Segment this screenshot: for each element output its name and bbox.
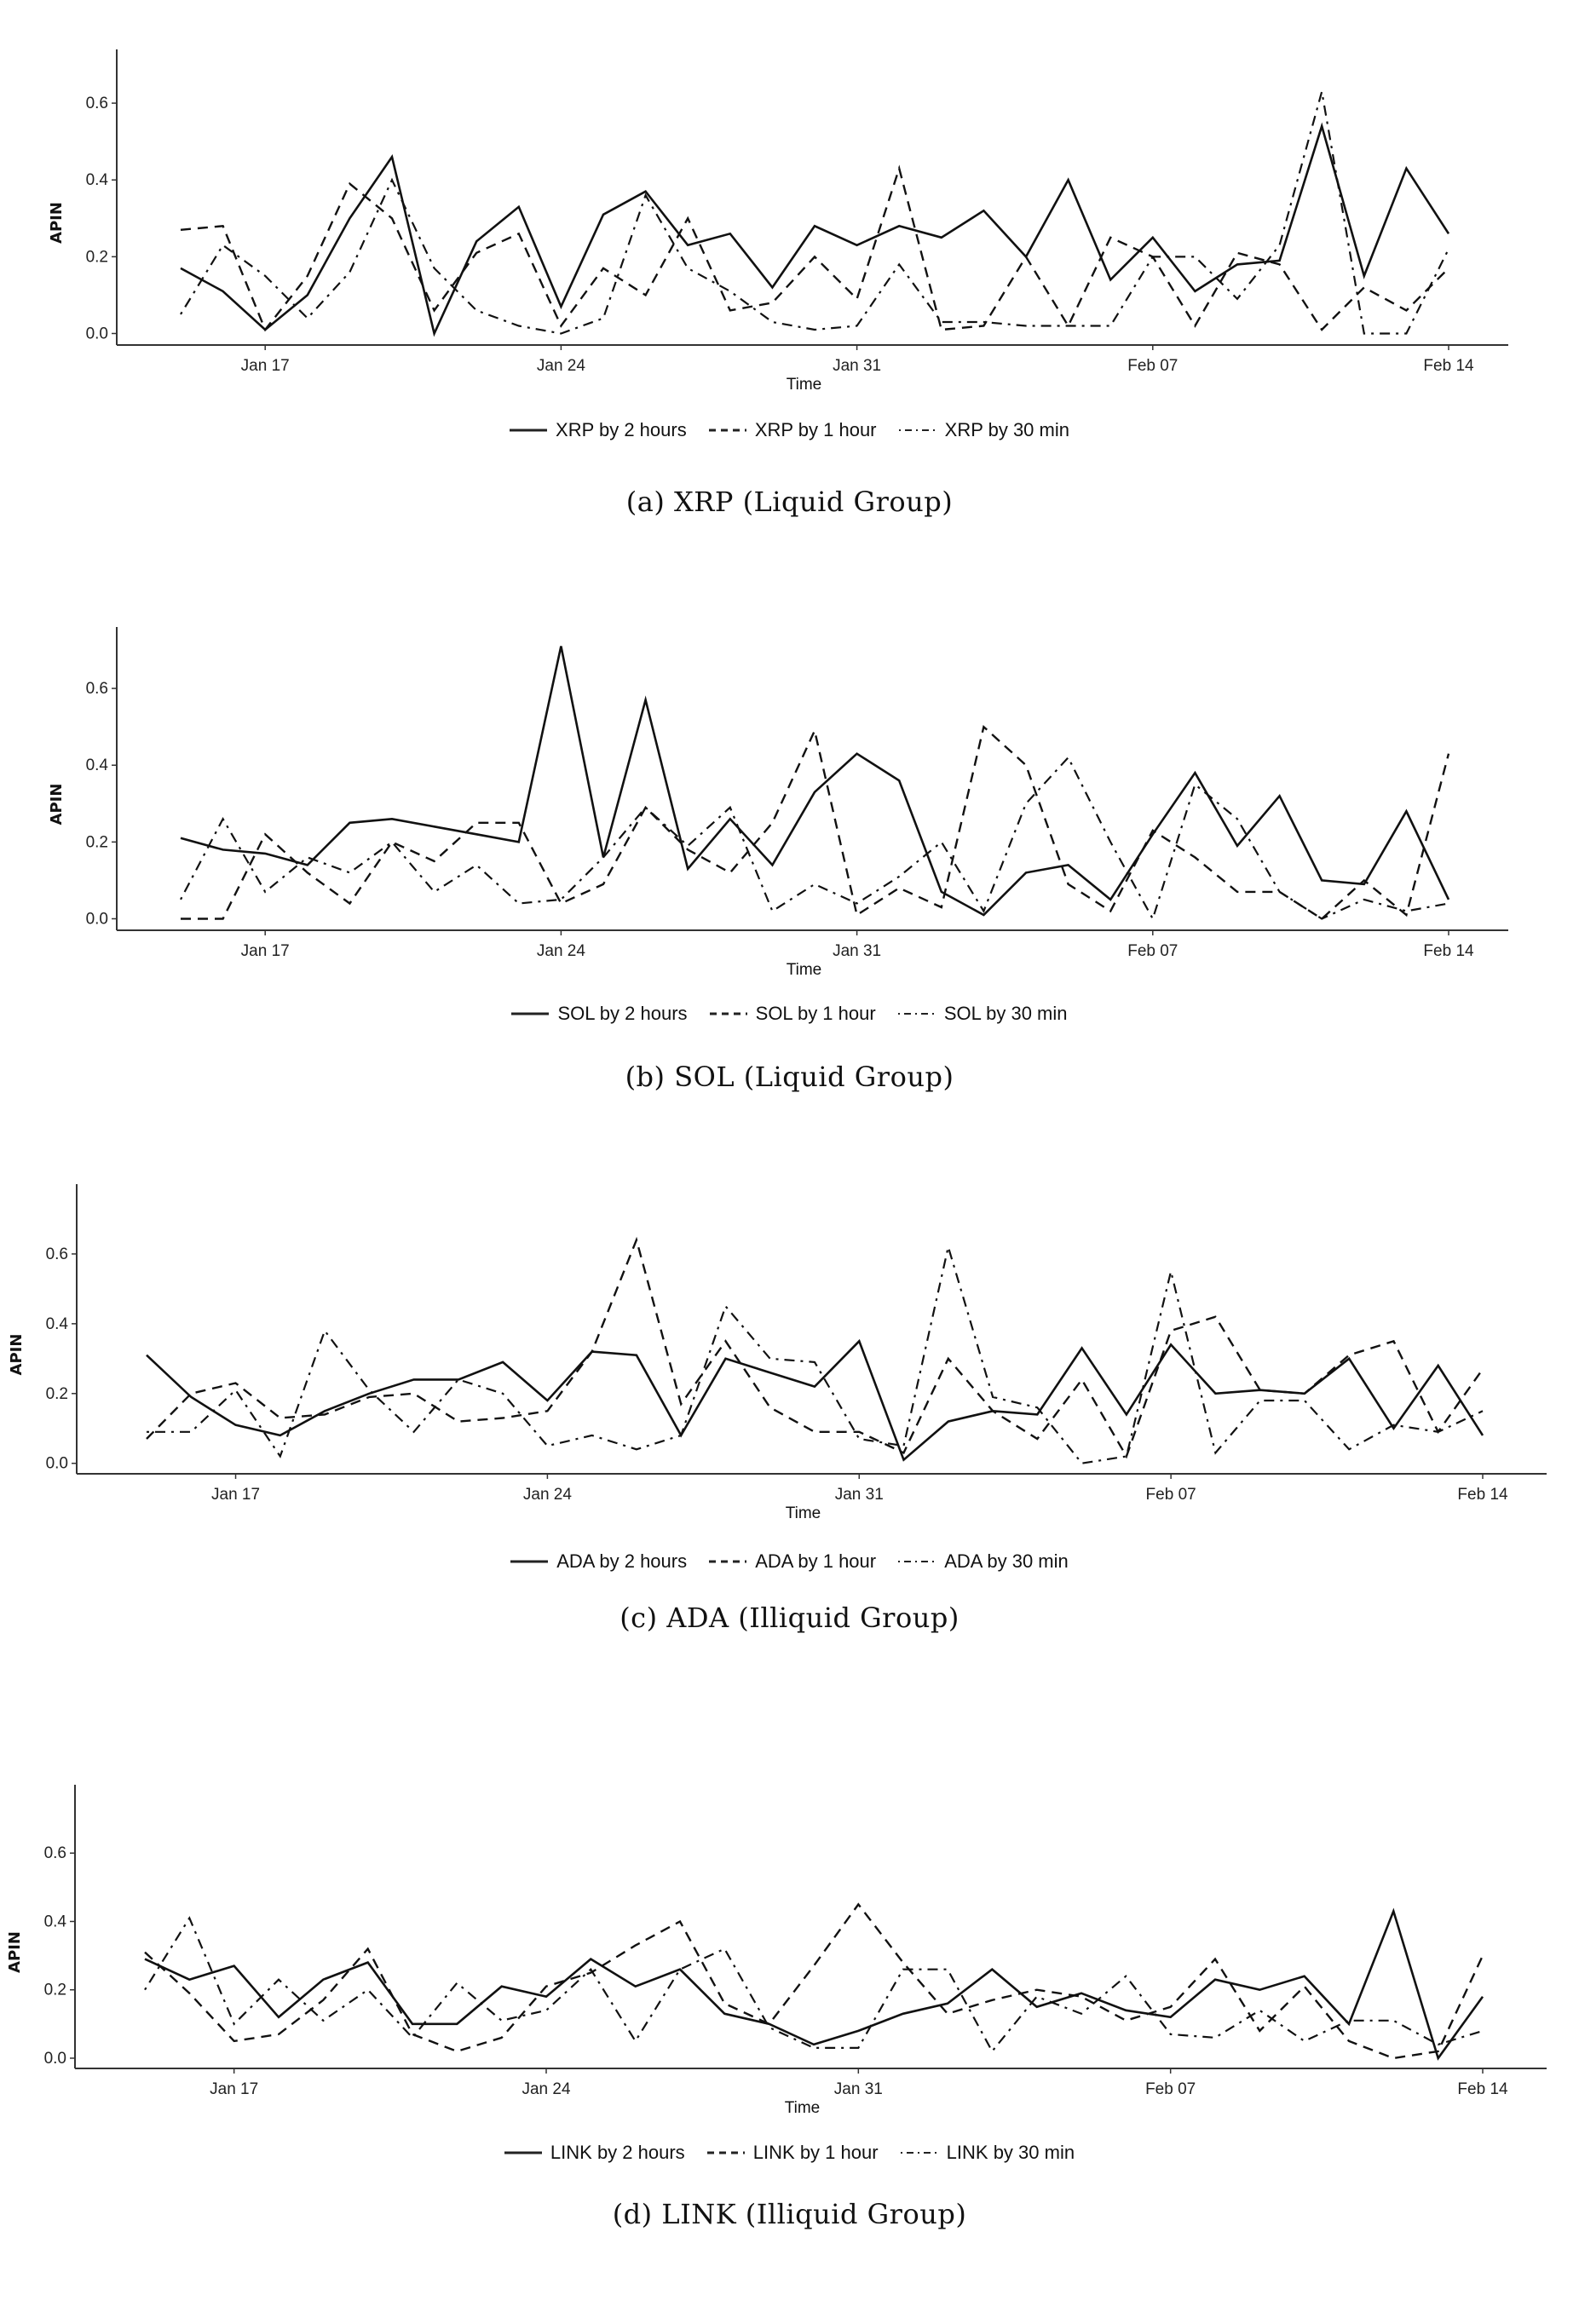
y-tick-label: 0.2 (46, 1385, 68, 1403)
y-tick-label: 0.0 (86, 325, 108, 342)
legend-item-2h: LINK by 2 hours (504, 2142, 685, 2164)
caption-c: (c) ADA (Illiquid Group) (619, 1602, 960, 1634)
y-tick-label: 0.0 (44, 2050, 66, 2068)
y-tick-label: 0.6 (44, 1844, 66, 1862)
x-axis-title: Time (787, 961, 822, 979)
solid-line-swatch-icon (510, 1560, 549, 1563)
solid-line-swatch-icon (504, 2151, 542, 2154)
y-tick-label: 0.2 (86, 248, 108, 266)
x-tick-label: Jan 17 (210, 2080, 258, 2098)
y-tick-label: 0.6 (46, 1245, 68, 1263)
chart-a: 0.0 0.2 0.4 0.6 Jan 17 Jan 24 Jan 31 Feb 07 Feb … (48, 49, 1508, 394)
y-tick-label: 0.4 (86, 756, 109, 774)
series-line-dashdot (180, 91, 1449, 335)
x-tick-label: Jan 24 (523, 1486, 572, 1504)
legend-item-30m: SOL by 30 min (897, 1003, 1068, 1025)
x-tick-label: Feb 07 (1127, 942, 1178, 960)
chart-panel-b: 0.0 0.2 0.4 0.6 Jan 17 Jan 24 Jan 31 Feb 07 Feb … (0, 579, 1579, 1107)
x-tick-label: Jan 31 (834, 2080, 883, 2098)
x-tick-label: Feb 14 (1457, 1486, 1508, 1504)
legend-item-1h: SOL by 1 hour (709, 1003, 876, 1025)
y-tick-label: 0.2 (44, 1982, 66, 1999)
y-axis-title: APIN (6, 1931, 24, 1973)
dashdot-line-swatch-icon (898, 1561, 936, 1562)
legend-item-2h: XRP by 2 hours (510, 419, 687, 441)
x-tick-label: Feb 14 (1457, 2080, 1508, 2098)
legend-b: SOL by 2 hours SOL by 1 hour SOL by 30 m… (0, 1001, 1579, 1025)
y-tick-label: 0.2 (86, 833, 108, 851)
chart-panel-a: 0.0 0.2 0.4 0.6 Jan 17 Jan 24 Jan 31 Feb 07 Feb … (0, 0, 1579, 579)
x-tick-label: Jan 31 (835, 1486, 884, 1504)
series-line-dashed (144, 1902, 1484, 2060)
chart-d: 0.0 0.2 0.4 0.6 Jan 17 Jan 24 Jan 31 Feb 07 Feb … (6, 1785, 1547, 2117)
x-tick-label: Feb 07 (1146, 1486, 1196, 1504)
y-axis-title: APIN (48, 784, 66, 825)
series-line-solid (180, 646, 1450, 917)
legend-item-30m: ADA by 30 min (898, 1550, 1069, 1573)
x-tick-label: Feb 14 (1423, 357, 1474, 375)
dashed-line-swatch-icon (708, 429, 746, 432)
legend-c: ADA by 2 hours ADA by 1 hour ADA by 30 m… (0, 1549, 1579, 1573)
x-tick-label: Jan 17 (241, 942, 290, 960)
dashdot-line-swatch-icon (898, 429, 936, 431)
chart-c: 0.0 0.2 0.4 0.6 Jan 17 Jan 24 Jan 31 Feb 07 Feb … (8, 1184, 1547, 1522)
x-tick-label: Jan 31 (833, 357, 881, 375)
legend-item-2h: SOL by 2 hours (511, 1003, 688, 1025)
chart-panel-c: 0.0 0.2 0.4 0.6 Jan 17 Jan 24 Jan 31 Feb 07 Feb … (0, 1142, 1579, 1670)
chart-panel-d: 0.0 0.2 0.4 0.6 Jan 17 Jan 24 Jan 31 Feb 07 Feb … (0, 1738, 1579, 2324)
series-line-solid (144, 1907, 1484, 2061)
x-tick-label: Jan 31 (833, 942, 881, 960)
y-axis-title: APIN (48, 202, 66, 244)
legend-d: LINK by 2 hours LINK by 1 hour LINK by 3… (0, 2140, 1579, 2164)
y-tick-label: 0.0 (46, 1455, 68, 1473)
x-axis-title: Time (786, 1504, 821, 1522)
y-tick-label: 0.6 (86, 95, 108, 112)
x-tick-label: Feb 14 (1423, 942, 1474, 960)
legend-item-30m: XRP by 30 min (898, 419, 1069, 441)
x-axis-title: Time (787, 376, 822, 394)
chart-b: 0.0 0.2 0.4 0.6 Jan 17 Jan 24 Jan 31 Feb 07 Feb … (48, 627, 1508, 979)
caption-d: (d) LINK (Illiquid Group) (612, 2198, 967, 2230)
caption-b: (b) SOL (Liquid Group) (625, 1061, 954, 1093)
legend-item-1h: LINK by 1 hour (706, 2142, 879, 2164)
dashdot-line-swatch-icon (900, 2152, 938, 2154)
x-tick-label: Jan 17 (241, 357, 290, 375)
legend-item-1h: ADA by 1 hour (709, 1550, 876, 1573)
dashed-line-swatch-icon (709, 1012, 747, 1015)
x-tick-label: Jan 24 (537, 942, 585, 960)
x-tick-label: Jan 24 (522, 2080, 570, 2098)
series-line-dashed (146, 1236, 1484, 1459)
dashed-line-swatch-icon (709, 1560, 747, 1563)
solid-line-swatch-icon (511, 1012, 550, 1015)
series-line-dashed (181, 724, 1450, 921)
x-axis-title: Time (785, 2099, 821, 2117)
y-tick-label: 0.4 (86, 171, 109, 189)
x-tick-label: Feb 07 (1127, 357, 1178, 375)
x-tick-label: Feb 07 (1145, 2080, 1196, 2098)
series-line-dashdot (147, 1243, 1484, 1464)
x-tick-label: Jan 17 (211, 1486, 260, 1504)
series-line-dashdot (180, 756, 1449, 922)
solid-line-swatch-icon (510, 429, 548, 432)
legend-a: XRP by 2 hours XRP by 1 hour XRP by 30 m… (0, 417, 1579, 441)
series-line-dashed (180, 164, 1449, 332)
y-tick-label: 0.6 (86, 680, 108, 698)
y-axis-title: APIN (8, 1334, 26, 1376)
x-tick-label: Jan 24 (537, 357, 585, 375)
dashed-line-swatch-icon (706, 2151, 745, 2154)
dashdot-line-swatch-icon (897, 1013, 936, 1015)
y-tick-label: 0.4 (46, 1315, 69, 1333)
series-line-solid (146, 1338, 1484, 1462)
series-line-solid (180, 122, 1450, 337)
legend-item-30m: LINK by 30 min (900, 2142, 1075, 2164)
legend-item-1h: XRP by 1 hour (708, 419, 877, 441)
y-tick-label: 0.4 (44, 1913, 67, 1930)
y-tick-label: 0.0 (86, 910, 108, 928)
caption-a: (a) XRP (Liquid Group) (625, 486, 954, 518)
series-line-dashdot (144, 1916, 1484, 2053)
legend-item-2h: ADA by 2 hours (510, 1550, 687, 1573)
